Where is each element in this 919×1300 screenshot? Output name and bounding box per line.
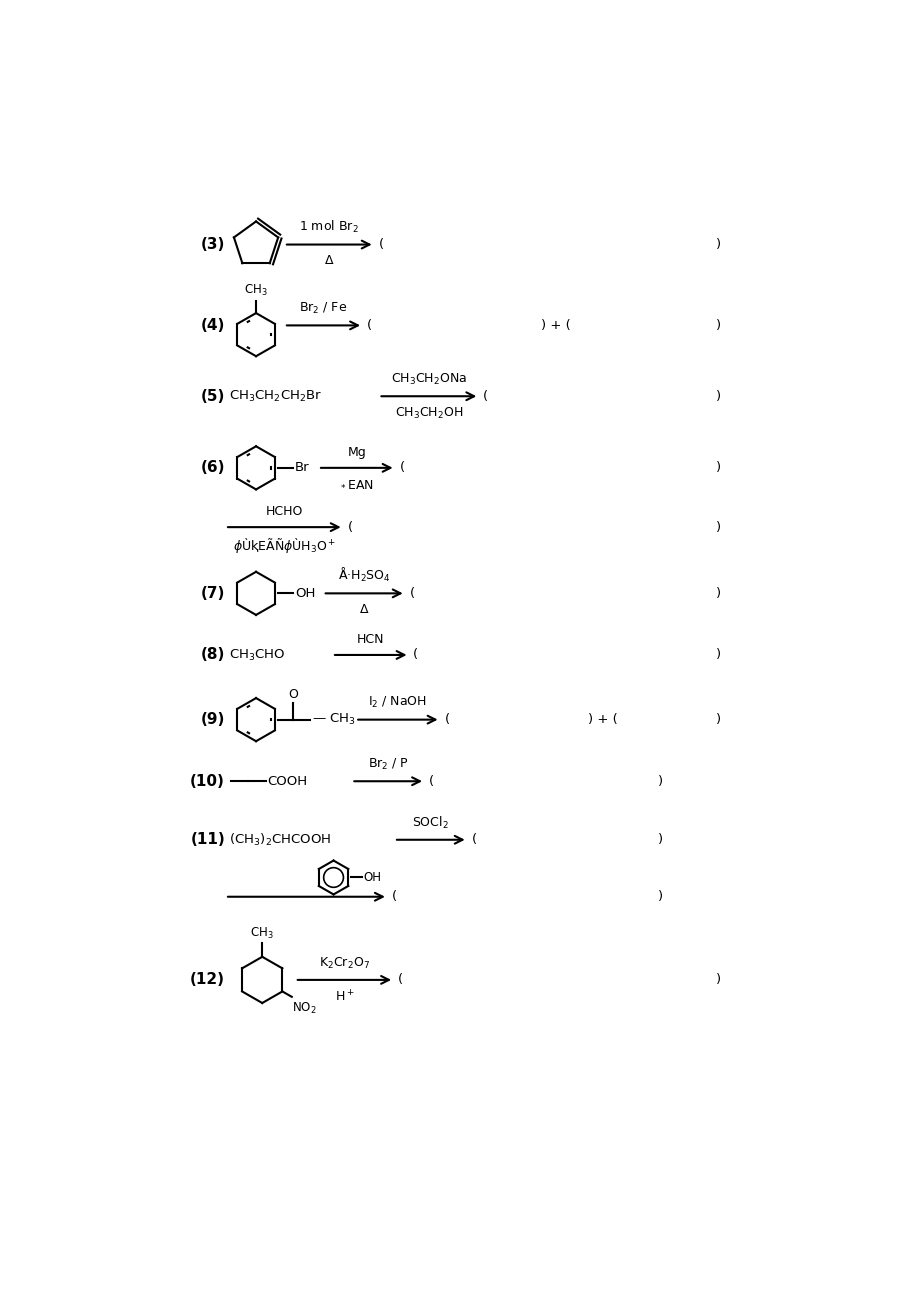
Text: (11): (11) <box>190 832 225 848</box>
Text: (4): (4) <box>200 318 225 333</box>
Text: COOH: COOH <box>267 775 308 788</box>
Text: ): ) <box>715 520 720 533</box>
Text: CH$_3$: CH$_3$ <box>244 283 267 299</box>
Text: K$_2$Cr$_2$O$_7$: K$_2$Cr$_2$O$_7$ <box>319 956 369 971</box>
Text: CH$_3$: CH$_3$ <box>250 927 274 941</box>
Text: (: ( <box>399 462 404 474</box>
Text: (: ( <box>367 318 371 332</box>
Text: H$^+$: H$^+$ <box>335 989 354 1005</box>
Text: ): ) <box>715 974 720 987</box>
Text: (8): (8) <box>200 647 225 663</box>
Text: I$_2$ / NaOH: I$_2$ / NaOH <box>368 696 426 710</box>
Text: $\Delta$: $\Delta$ <box>323 254 335 266</box>
Text: (6): (6) <box>200 460 225 476</box>
Text: O: O <box>288 688 298 701</box>
Text: ): ) <box>715 462 720 474</box>
Text: OH: OH <box>363 871 381 884</box>
Text: NO$_2$: NO$_2$ <box>292 1001 317 1017</box>
Text: Br$_2$ / Fe: Br$_2$ / Fe <box>299 302 347 316</box>
Text: CH$_3$CHO: CH$_3$CHO <box>229 647 285 663</box>
Text: (: ( <box>378 238 383 251</box>
Text: (: ( <box>471 833 476 846</box>
Text: ) + (: ) + ( <box>587 714 617 727</box>
Text: (: ( <box>413 649 418 662</box>
Text: Mg: Mg <box>347 446 366 459</box>
Text: ): ) <box>715 318 720 332</box>
Text: ): ) <box>657 833 662 846</box>
Text: (9): (9) <box>200 712 225 727</box>
Text: (3): (3) <box>200 237 225 252</box>
Text: (: ( <box>409 586 414 599</box>
Text: ): ) <box>715 238 720 251</box>
Text: $\Delta$: $\Delta$ <box>358 603 369 616</box>
Text: (: ( <box>482 390 488 403</box>
Text: (: ( <box>397 974 403 987</box>
Text: HCN: HCN <box>357 633 384 646</box>
Text: HCHO: HCHO <box>266 504 302 517</box>
Text: Br: Br <box>294 462 309 474</box>
Text: CH$_3$CH$_2$CH$_2$Br: CH$_3$CH$_2$CH$_2$Br <box>229 389 322 404</box>
Text: 1 mol Br$_2$: 1 mol Br$_2$ <box>300 220 358 235</box>
Text: ): ) <box>715 714 720 727</box>
Text: CH$_3$CH$_2$ONa: CH$_3$CH$_2$ONa <box>391 372 467 387</box>
Text: $_*$EAN: $_*$EAN <box>339 477 374 490</box>
Text: CH$_3$CH$_2$OH: CH$_3$CH$_2$OH <box>394 406 462 421</box>
Text: (: ( <box>391 891 396 904</box>
Text: OH: OH <box>294 586 315 599</box>
Text: (5): (5) <box>200 389 225 404</box>
Text: ): ) <box>715 390 720 403</box>
Text: ): ) <box>657 891 662 904</box>
Text: (: ( <box>428 775 434 788</box>
Text: — CH$_3$: — CH$_3$ <box>312 712 356 727</box>
Text: (12): (12) <box>190 972 225 988</box>
Text: (: ( <box>444 714 449 727</box>
Text: ): ) <box>657 775 662 788</box>
Text: (7): (7) <box>200 586 225 601</box>
Text: SOCl$_2$: SOCl$_2$ <box>412 814 448 831</box>
Text: (: ( <box>347 520 352 533</box>
Text: ): ) <box>715 649 720 662</box>
Text: Å·H$_2$SO$_4$: Å·H$_2$SO$_4$ <box>337 566 391 584</box>
Text: (10): (10) <box>190 774 225 789</box>
Text: (CH$_3$)$_2$CHCOOH: (CH$_3$)$_2$CHCOOH <box>229 832 331 848</box>
Text: $\phi$ÙⱪEÃÑ$\phi$ÙH$_3$O$^+$: $\phi$ÙⱪEÃÑ$\phi$ÙH$_3$O$^+$ <box>233 537 335 555</box>
Text: Br$_2$ / P: Br$_2$ / P <box>368 757 408 772</box>
Text: ) + (: ) + ( <box>540 318 571 332</box>
Text: ): ) <box>715 586 720 599</box>
